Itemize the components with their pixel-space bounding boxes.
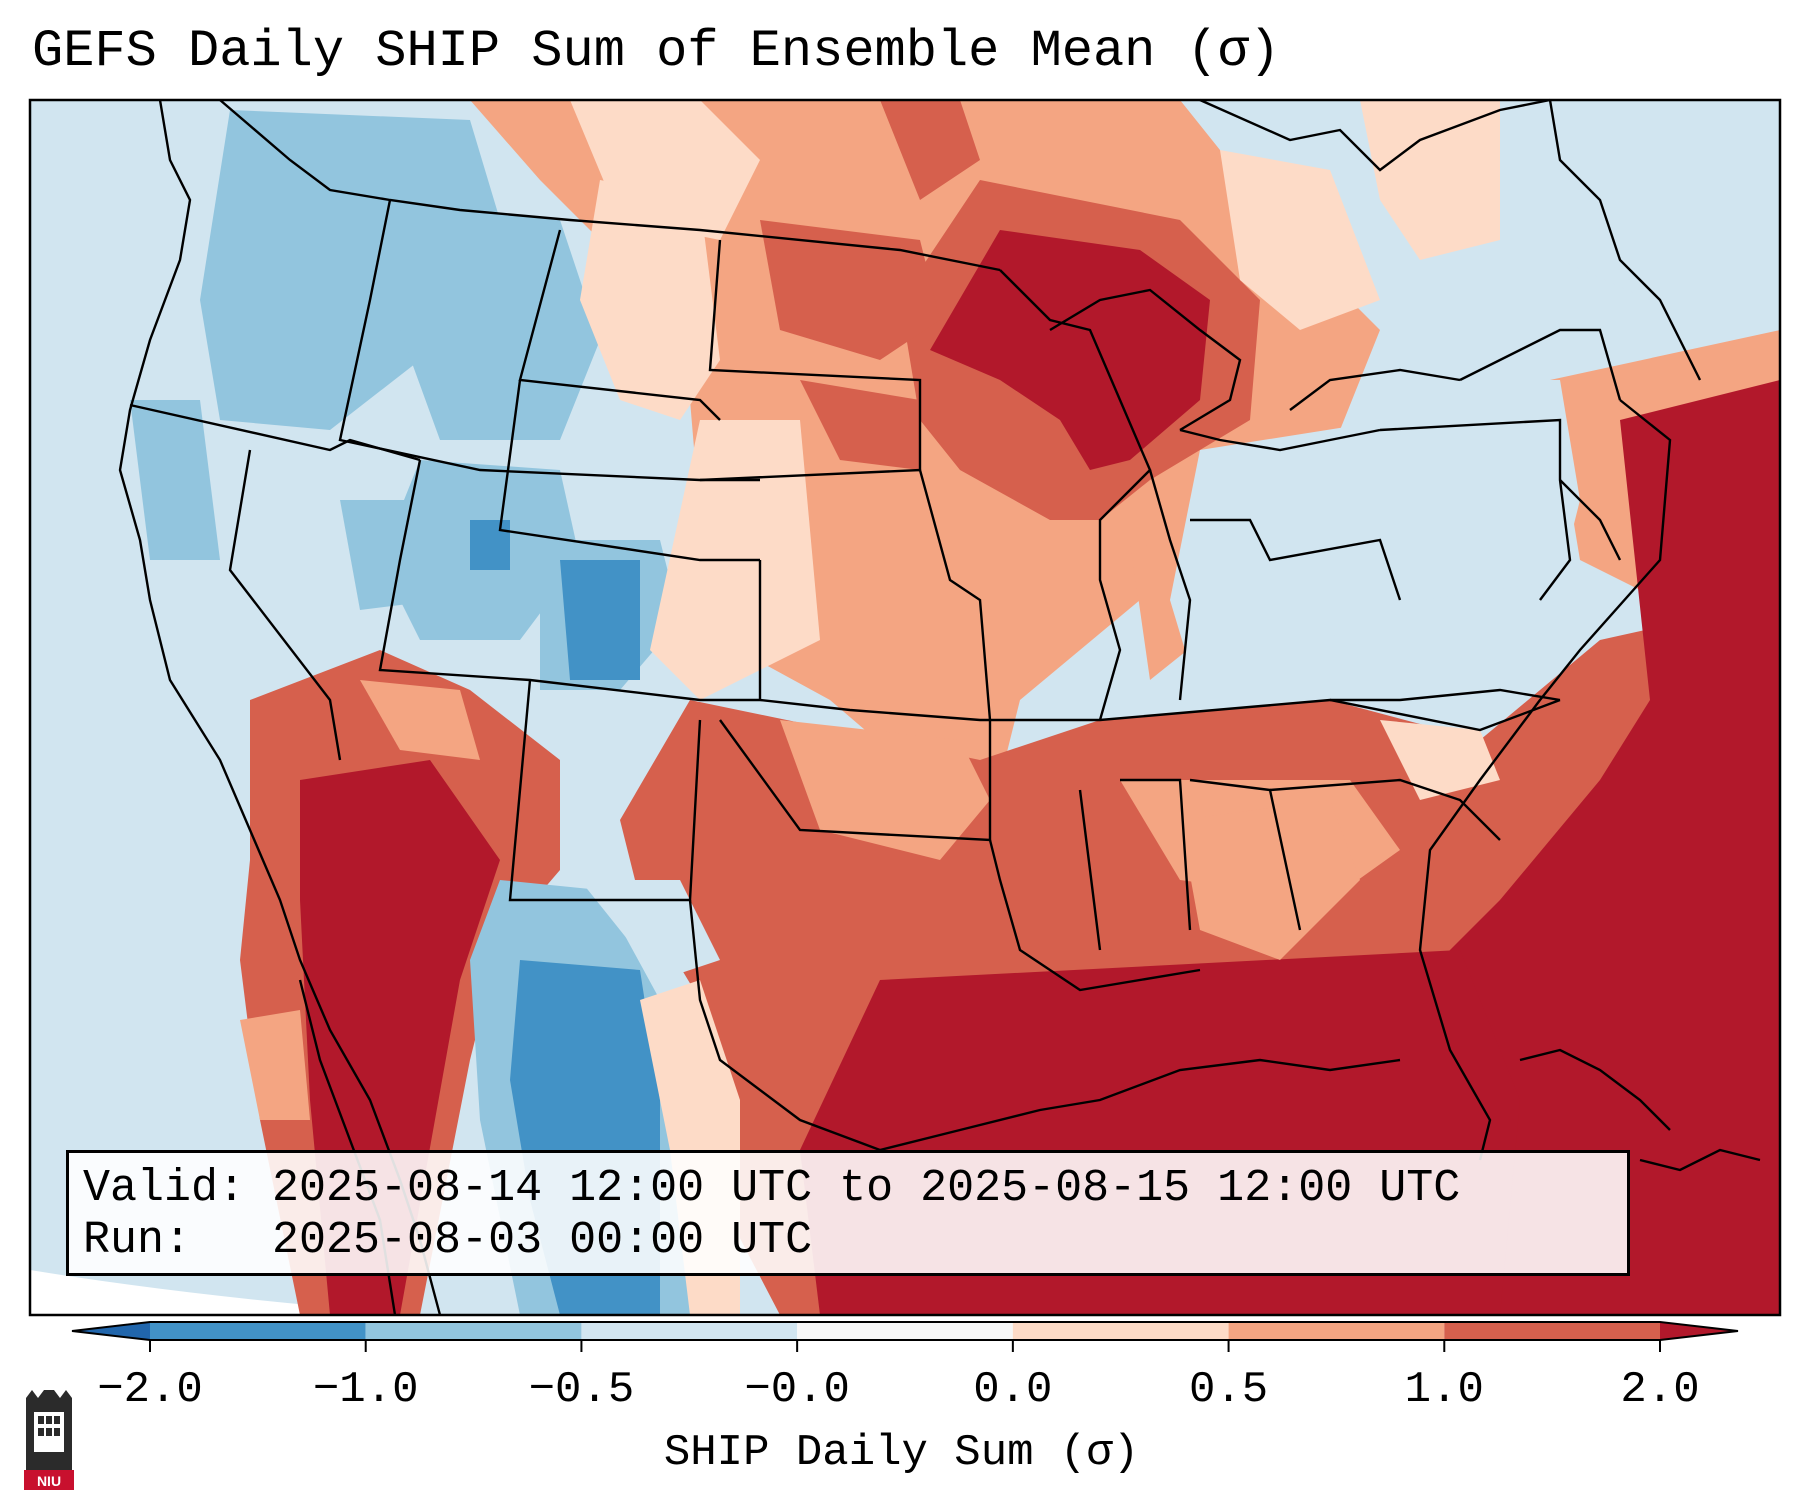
chart-title: GEFS Daily SHIP Sum of Ensemble Mean (σ): [32, 22, 1281, 81]
colorbar-label: SHIP Daily Sum (σ): [663, 1428, 1140, 1478]
colorbar-segment: [150, 1322, 366, 1340]
state-boundaries: [118, 98, 1761, 1316]
logo-text: NIU: [37, 1473, 61, 1489]
colorbar-segment: [1012, 1322, 1229, 1340]
map-frame: [28, 98, 1782, 1317]
colorbar-segment: [1444, 1322, 1660, 1340]
colorbar-tick-label: −0.5: [528, 1365, 635, 1415]
colorbar-segment: [365, 1322, 582, 1340]
colorbar-tick-label: 2.0: [1620, 1365, 1700, 1415]
valid-time-line: Valid: 2025-08-14 12:00 UTC to 2025-08-1…: [83, 1163, 1461, 1214]
niu-castle-logo-icon: NIU: [24, 1390, 74, 1490]
colorbar-segment: [581, 1322, 798, 1340]
colorbar-extend-low: [72, 1322, 150, 1340]
colorbar: [71, 1321, 1739, 1352]
run-time-line: Run: 2025-08-03 00:00 UTC: [83, 1215, 813, 1266]
colorbar-segment: [1228, 1322, 1445, 1340]
colorbar-tick-label: −0.0: [744, 1365, 850, 1415]
colorbar-tick-label: 0.5: [1188, 1365, 1269, 1415]
colorbar-tick-label: −2.0: [97, 1365, 203, 1415]
colorbar-tick-label: 0.0: [973, 1365, 1053, 1415]
colorbar-tick-label: 1.0: [1404, 1365, 1484, 1415]
colorbar-segment: [797, 1322, 1013, 1340]
colorbar-extend-high: [1660, 1322, 1738, 1340]
colorbar-tick-label: −1.0: [312, 1365, 419, 1415]
info-box: Valid: 2025-08-14 12:00 UTC to 2025-08-1…: [66, 1150, 1630, 1276]
